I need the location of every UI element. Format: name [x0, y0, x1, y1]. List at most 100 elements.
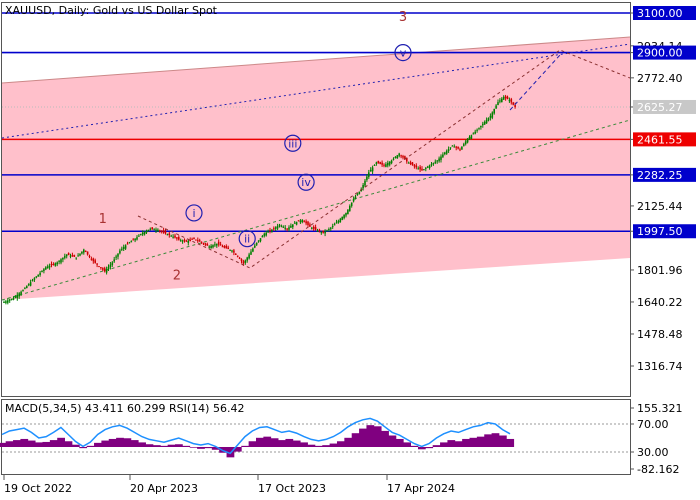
- candle: [26, 285, 28, 289]
- wave-path-projection: [509, 54, 561, 111]
- candle: [73, 254, 76, 257]
- time-tick-label: 20 Apr 2023: [130, 482, 198, 495]
- macd-bar: [359, 428, 367, 447]
- macd-bar: [256, 437, 264, 447]
- candle: [390, 159, 393, 165]
- price-tick-label: 1640.22: [637, 296, 683, 309]
- candle: [3, 300, 5, 304]
- candle: [428, 164, 431, 170]
- candle: [149, 227, 152, 231]
- candle: [430, 162, 433, 167]
- macd-bar: [381, 430, 389, 447]
- candle: [497, 99, 499, 106]
- candle: [411, 161, 414, 166]
- price-tick-label: 2772.40: [637, 72, 683, 85]
- candle: [140, 233, 142, 236]
- candle: [483, 120, 486, 126]
- candle: [457, 146, 459, 150]
- candle: [16, 292, 19, 301]
- macd-bar: [20, 438, 29, 447]
- candle: [229, 249, 231, 251]
- candle: [330, 226, 332, 232]
- candle: [60, 258, 62, 265]
- candle: [350, 202, 353, 208]
- candle: [349, 204, 351, 212]
- wave-label-iv: iv: [301, 176, 311, 189]
- candle: [162, 227, 165, 234]
- candle: [176, 237, 178, 241]
- indicator-axis: 155.321 70.00 30.00 -82.162: [630, 402, 683, 476]
- candle: [501, 97, 503, 103]
- candle: [14, 295, 17, 299]
- macd-bar: [388, 435, 397, 447]
- macd-bar: [152, 445, 161, 447]
- candle: [58, 260, 60, 265]
- candle: [489, 113, 492, 121]
- candle: [432, 162, 435, 166]
- candle: [172, 234, 174, 239]
- candle: [43, 267, 45, 274]
- candle: [212, 244, 214, 249]
- candle: [466, 138, 469, 144]
- candle: [419, 165, 421, 173]
- price-label-box: [633, 132, 696, 147]
- price-tick-label: 2900.00: [637, 47, 683, 60]
- candle: [356, 192, 359, 196]
- wave-label-i: i: [192, 207, 195, 220]
- candle: [52, 262, 55, 266]
- candle: [98, 265, 100, 268]
- candle: [122, 244, 125, 252]
- candle: [307, 220, 309, 228]
- candle: [117, 253, 119, 260]
- candle: [233, 248, 235, 256]
- macd-bar: [417, 447, 426, 450]
- macd-bar: [447, 440, 456, 447]
- candle: [512, 101, 514, 106]
- candle: [246, 256, 248, 263]
- candle: [514, 102, 516, 109]
- candle: [417, 166, 419, 170]
- candle: [18, 292, 20, 299]
- candle: [10, 298, 13, 301]
- macd-bar: [484, 434, 492, 447]
- candle: [217, 239, 220, 247]
- candle: [383, 163, 385, 168]
- macd-bar: [42, 441, 51, 447]
- candle: [455, 145, 457, 151]
- candle: [442, 152, 444, 159]
- indicator-panel: MACD(5,34,5) 43.411 60.299 RSI(14) 56.42: [0, 402, 630, 458]
- candle: [31, 278, 34, 282]
- wave-label-circle: [297, 173, 315, 191]
- macd-bar: [130, 440, 139, 447]
- candle: [157, 228, 159, 232]
- candle: [221, 244, 224, 248]
- wave-label-circle: [238, 230, 256, 248]
- candle: [27, 283, 30, 287]
- macd-bar: [425, 447, 434, 449]
- candle: [445, 149, 448, 155]
- macd-bar: [64, 441, 73, 447]
- macd-bar: [307, 444, 316, 447]
- indicator-title: MACD(5,34,5) 43.411 60.299 RSI(14) 56.42: [5, 402, 244, 415]
- candle: [153, 228, 155, 231]
- candle: [100, 266, 102, 270]
- candle: [463, 142, 465, 147]
- macd-bar: [5, 441, 14, 447]
- candle: [421, 166, 423, 171]
- candle: [48, 263, 51, 270]
- candle: [396, 154, 399, 159]
- macd-bar: [211, 447, 220, 450]
- candle: [216, 243, 218, 248]
- macd-bar: [278, 440, 286, 447]
- candle: [409, 160, 412, 166]
- candle: [46, 264, 49, 269]
- candle: [71, 252, 74, 257]
- candle: [398, 152, 400, 158]
- candle: [309, 222, 311, 227]
- candle: [103, 266, 106, 273]
- candle: [286, 228, 288, 232]
- macd-bar: [270, 438, 279, 447]
- candle: [75, 257, 77, 260]
- candle: [107, 264, 110, 271]
- candle: [470, 134, 473, 140]
